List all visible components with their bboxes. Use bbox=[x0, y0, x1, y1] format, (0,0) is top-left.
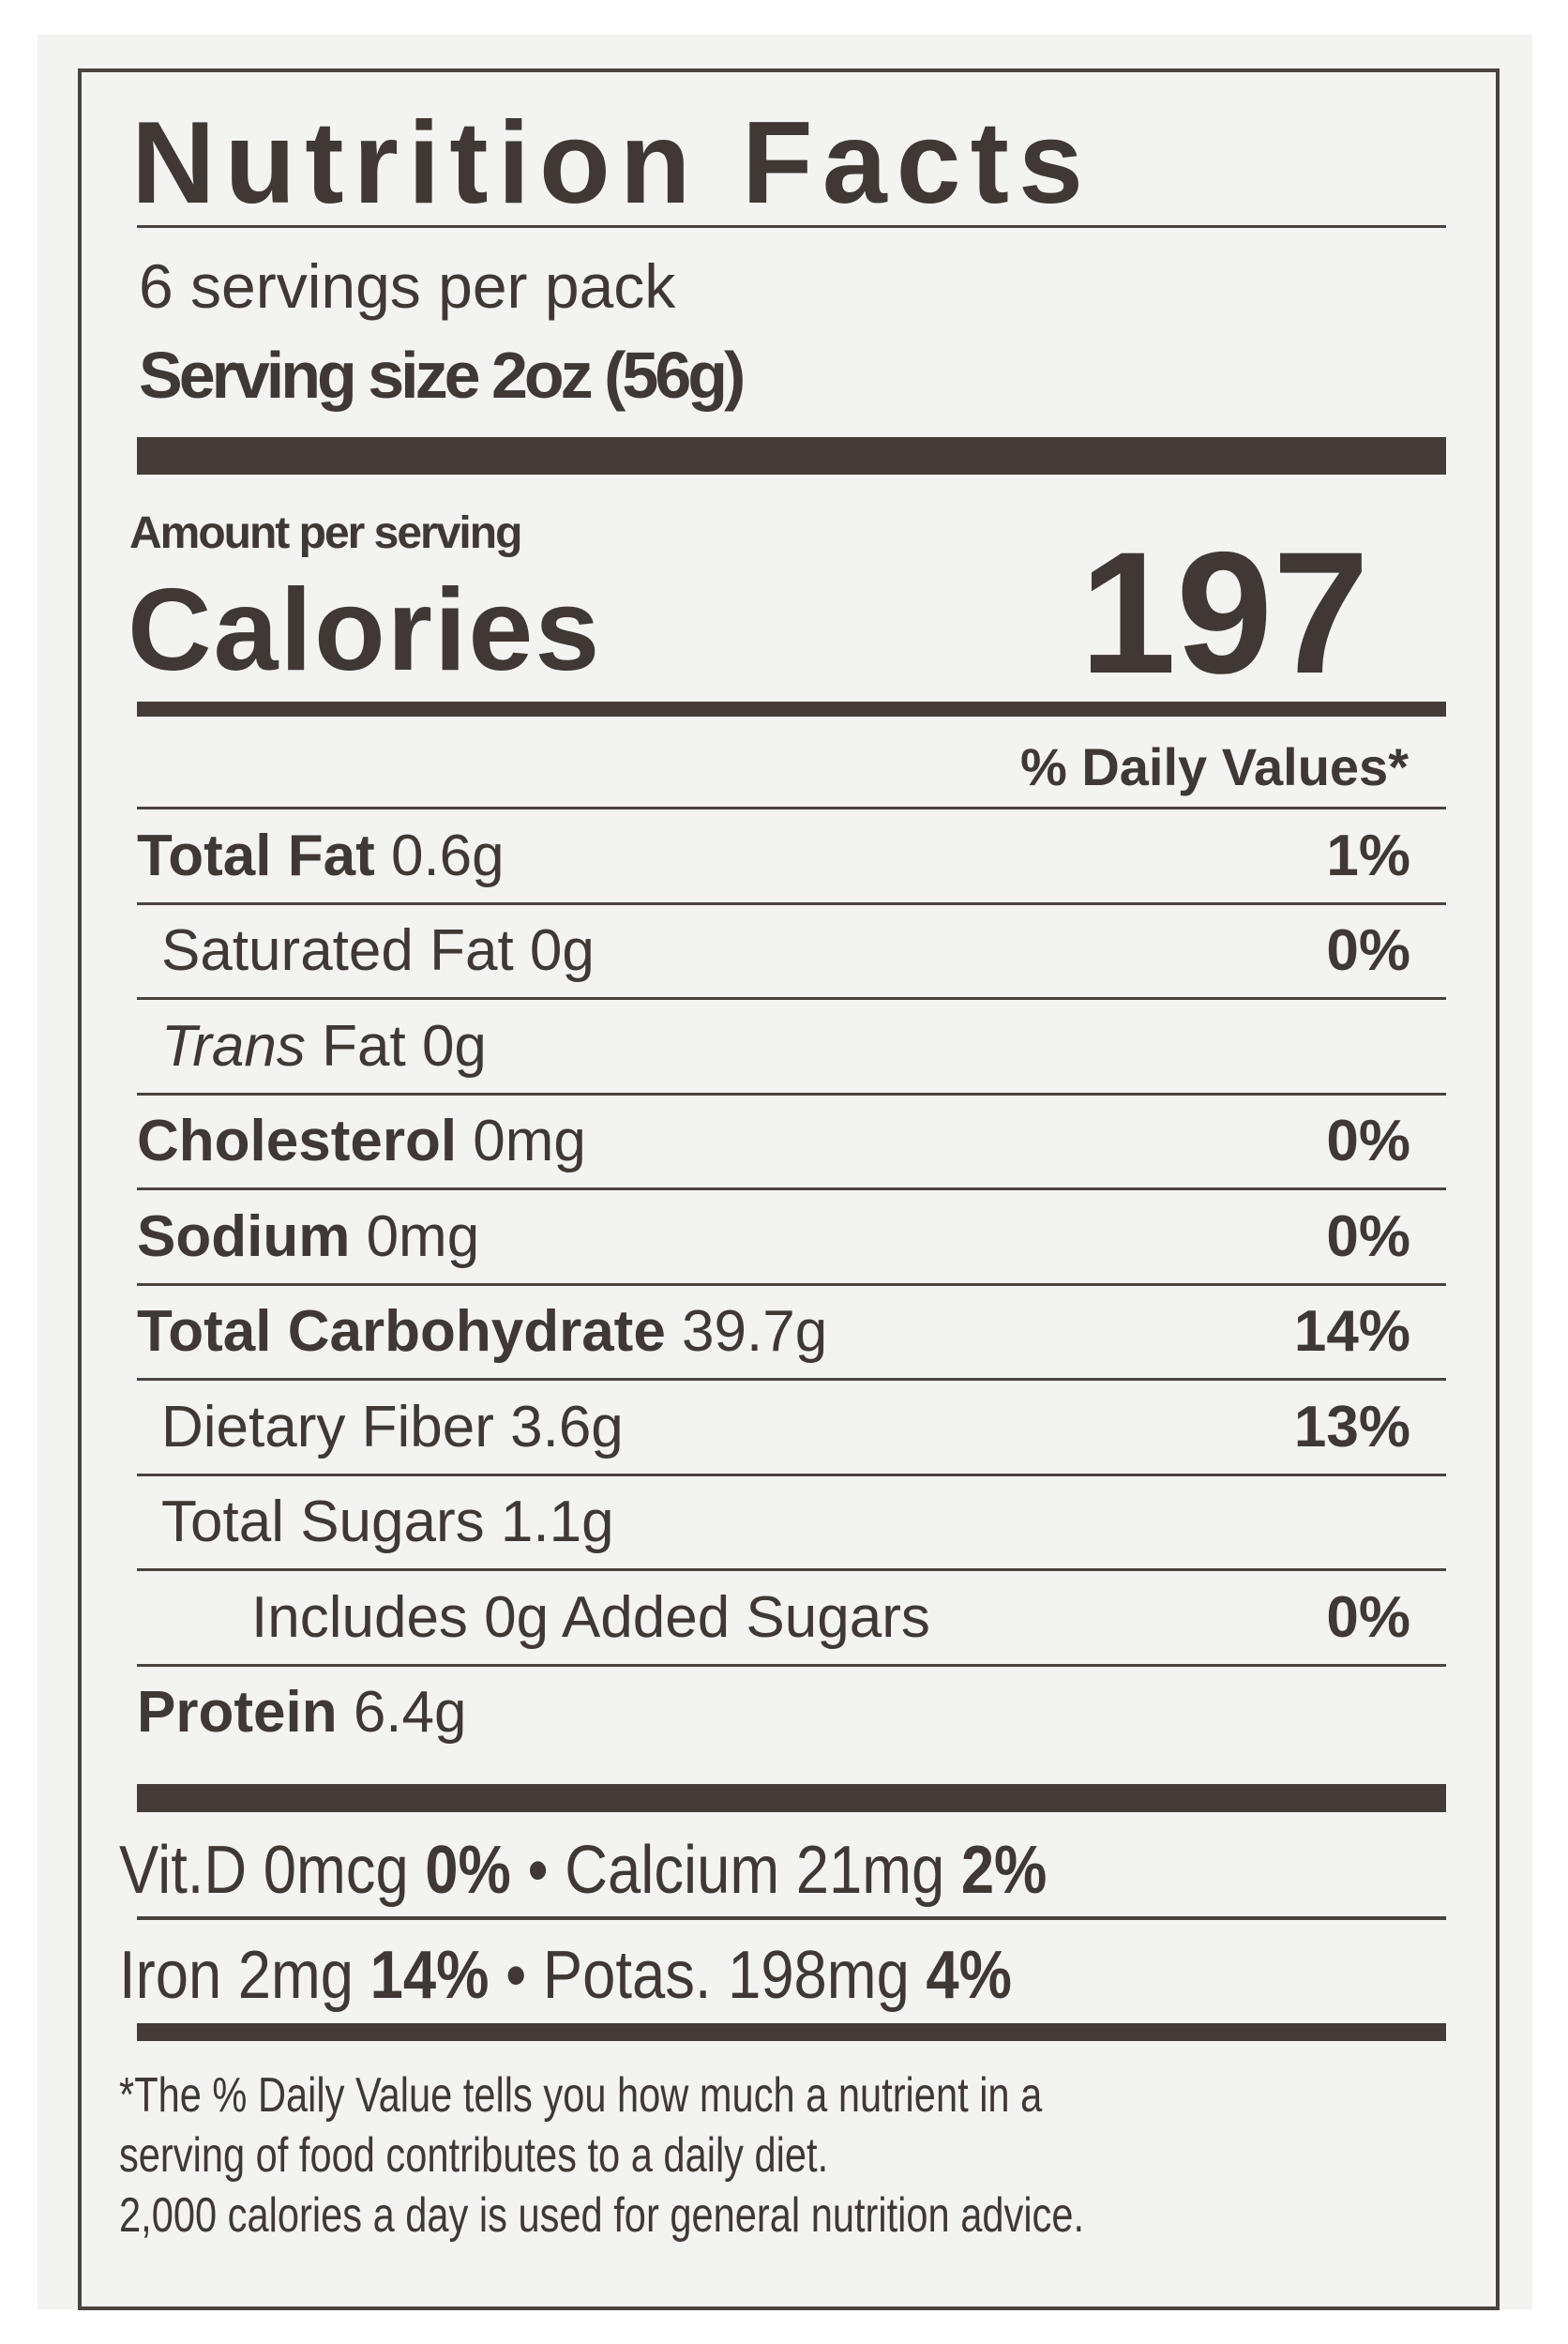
nutrient-row-dietary-fiber: Dietary Fiber 3.6g 13% bbox=[137, 1378, 1446, 1474]
footnote-line: 2,000 calories a day is used for general… bbox=[119, 2188, 1085, 2243]
nutrient-row-total-fat: Total Fat 0.6g 1% bbox=[137, 807, 1446, 902]
nutrient-row-saturated-fat: Saturated Fat 0g 0% bbox=[137, 901, 1446, 998]
daily-values-header: % Daily Values* bbox=[1019, 737, 1409, 796]
panel-title: Nutrition Facts bbox=[131, 98, 1093, 228]
medium-divider bbox=[137, 2023, 1446, 2041]
label-background bbox=[38, 35, 1532, 2309]
footnote-line: *The % Daily Value tells you how much a … bbox=[119, 2068, 1043, 2123]
nutrition-facts-panel bbox=[78, 68, 1500, 2310]
calories-value: 197 bbox=[1079, 517, 1369, 710]
serving-size: Serving size 2oz (56g) bbox=[139, 339, 746, 412]
servings-per-container: 6 servings per pack bbox=[139, 251, 676, 321]
nutrient-row-trans-fat: Trans Fat 0g bbox=[137, 997, 1446, 1093]
nutrient-row-total-sugars: Total Sugars 1.1g bbox=[137, 1473, 1446, 1569]
vitamin-row-1: Vit.D 0mcg 0% • Calcium 21mg 2% bbox=[119, 1833, 1048, 1908]
nutrient-rows: Total Fat 0.6g 1% Saturated Fat 0g 0% Tran… bbox=[137, 807, 1446, 1759]
divider bbox=[137, 225, 1446, 228]
footnote-line: serving of food contributes to a daily d… bbox=[119, 2128, 829, 2183]
medium-divider bbox=[137, 702, 1446, 717]
calories-label: Calories bbox=[128, 566, 602, 695]
vitamin-row-2: Iron 2mg 14% • Potas. 198mg 4% bbox=[119, 1938, 1012, 2013]
thick-divider bbox=[137, 1784, 1446, 1812]
nutrient-row-protein: Protein 6.4g bbox=[137, 1663, 1446, 1760]
nutrient-row-sodium: Sodium 0mg 0% bbox=[137, 1187, 1446, 1283]
nutrient-row-added-sugars: Includes 0g Added Sugars 0% bbox=[137, 1568, 1446, 1664]
nutrient-row-total-carbohydrate: Total Carbohydrate 39.7g 14% bbox=[137, 1282, 1446, 1379]
thick-divider bbox=[137, 437, 1446, 475]
amount-per-serving: Amount per serving bbox=[129, 508, 522, 558]
nutrient-row-cholesterol: Cholesterol 0mg 0% bbox=[137, 1092, 1446, 1188]
divider bbox=[137, 1916, 1446, 1920]
